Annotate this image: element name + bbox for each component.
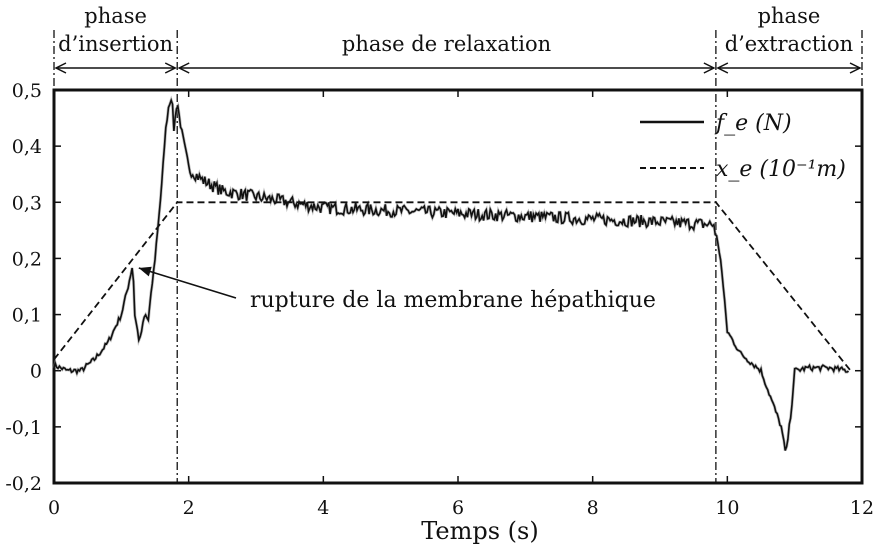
x-axis-label: Temps (s): [421, 517, 538, 545]
phase-arrowhead-left: [54, 62, 67, 74]
phase-annotations: phase d’insertion phase de relaxation phase…: [53, 4, 863, 483]
y-tick-label: -0,1: [5, 417, 42, 439]
phase-label-line2: d’insertion: [58, 32, 173, 56]
phase-arrowhead-left: [177, 62, 190, 74]
x-tick-label: 2: [183, 497, 195, 519]
legend: f_e (N) x_e (10⁻¹m): [640, 111, 846, 182]
x-tick-label: 0: [48, 497, 60, 519]
series-line-shadow: [52, 95, 850, 452]
y-tick-label: 0,4: [12, 136, 42, 158]
phase-arrowhead-right: [849, 62, 862, 74]
phase-label-line1: phase: [84, 4, 147, 28]
plot-area: [52, 88, 864, 485]
phase-arrowhead-right: [164, 62, 177, 74]
x-tick-label: 10: [715, 497, 739, 519]
phase-label-line1: phase: [758, 4, 821, 28]
y-tick-label: 0,1: [12, 305, 42, 327]
x-tick-label: 6: [452, 497, 464, 519]
axis-ticks: 0 2 4 6 8 10 12 0,5 0,4 0,3 0,2 0,1 0 -0,1 -0,2: [5, 80, 874, 519]
series-group: [52, 95, 852, 452]
annotation-text: rupture de la membrane hépathique: [250, 288, 656, 313]
legend-label-series-1: f_e (N): [714, 111, 792, 136]
x-tick-label: 8: [587, 497, 599, 519]
phase-arrowhead-left: [716, 62, 729, 74]
legend-label-series-2: x_e (10⁻¹m): [716, 157, 846, 182]
phase-arrowhead-right: [703, 62, 716, 74]
series-line-2: [53, 201, 852, 372]
phase-label-line2: d’extraction: [725, 32, 853, 56]
y-tick-label: 0,3: [12, 192, 42, 214]
y-tick-label: 0,5: [12, 80, 42, 102]
annotation-arrowhead: [138, 266, 152, 277]
y-tick-label: 0,2: [12, 248, 42, 270]
y-tick-label: -0,2: [5, 473, 42, 495]
series-line-1: [53, 97, 849, 451]
plot-frame: [52, 88, 864, 485]
y-tick-label: 0: [30, 361, 42, 383]
x-tick-label: 12: [850, 497, 874, 519]
phase-label-line2: phase de relaxation: [342, 32, 551, 56]
x-tick-label: 4: [317, 497, 329, 519]
annotation-arrow: [138, 267, 237, 299]
annotation: rupture de la membrane hépathique: [138, 266, 656, 313]
